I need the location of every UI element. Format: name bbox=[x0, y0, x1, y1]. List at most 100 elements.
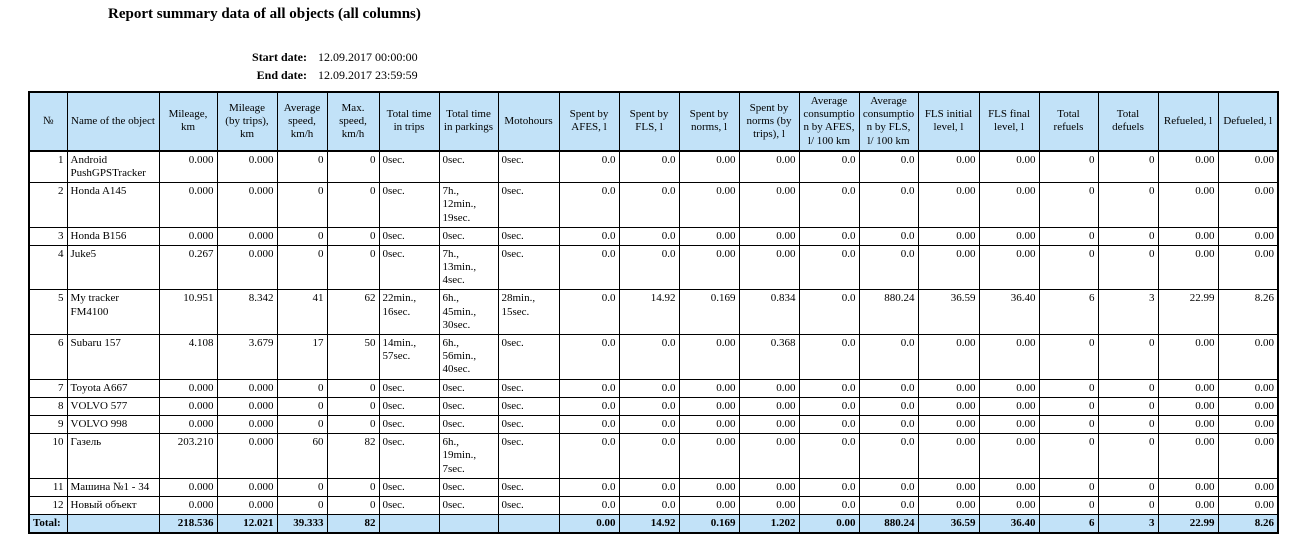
column-header-20: Defueled, l bbox=[1217, 91, 1279, 152]
cell: 0.000 bbox=[216, 182, 278, 228]
cell: 0.0 bbox=[798, 433, 860, 479]
table-row: 8 VOLVO 577 0.000 0.000 0 0 0sec. 0sec. 0sec. 0.0… bbox=[28, 396, 1279, 416]
total-cell: 6 bbox=[1038, 514, 1099, 534]
cell: 0 bbox=[1097, 150, 1159, 184]
total-cell: 36.40 bbox=[978, 514, 1040, 534]
cell: 0.0 bbox=[858, 226, 919, 246]
cell: 0 bbox=[276, 182, 328, 228]
cell: 0.00 bbox=[678, 477, 740, 497]
cell: 0.00 bbox=[678, 378, 740, 398]
cell: 0.0 bbox=[558, 334, 620, 380]
cell: 0sec. bbox=[438, 414, 499, 435]
cell: 0.00 bbox=[978, 495, 1040, 516]
summary-table-body: 1 Android PushGPSTracker 0.000 0.000 0 0 0sec.… bbox=[28, 150, 1279, 516]
cell: 0.0 bbox=[798, 495, 860, 516]
cell: 0.0 bbox=[858, 244, 919, 291]
cell: 0 bbox=[1038, 244, 1099, 291]
cell: 0 bbox=[1038, 150, 1099, 184]
cell: 3 bbox=[28, 226, 68, 246]
column-header-17: Total refuels bbox=[1038, 91, 1099, 152]
cell: 0.000 bbox=[216, 150, 278, 184]
cell: 0.00 bbox=[678, 226, 740, 246]
cell: 0.0 bbox=[858, 414, 919, 435]
total-cell: 0.00 bbox=[798, 514, 860, 534]
cell: 0 bbox=[1097, 334, 1159, 380]
cell: 0sec. bbox=[497, 226, 560, 246]
cell: 880.24 bbox=[858, 289, 919, 335]
start-date-row: Start date: 12.09.2017 00:00:00 bbox=[28, 48, 1311, 66]
cell: 0 bbox=[1097, 495, 1159, 516]
cell: 0sec. bbox=[378, 433, 440, 479]
cell: 0 bbox=[276, 226, 328, 246]
cell: 0.00 bbox=[917, 433, 980, 479]
cell: 0.000 bbox=[158, 495, 218, 516]
summary-table-footer: Total: 218.536 12.021 39.333 82 0.00 14.92 0.16… bbox=[28, 514, 1279, 534]
column-header-15: FLS initial level, l bbox=[917, 91, 980, 152]
cell: 0sec. bbox=[438, 477, 499, 497]
cell: 0sec. bbox=[378, 495, 440, 516]
cell: 0.267 bbox=[158, 244, 218, 291]
cell: 0.00 bbox=[917, 334, 980, 380]
total-cell: 1.202 bbox=[738, 514, 800, 534]
end-date-value: 12.09.2017 23:59:59 bbox=[318, 68, 418, 82]
cell: 0.00 bbox=[738, 182, 800, 228]
report-page: Report summary data of all objects (all … bbox=[0, 6, 1311, 534]
column-header-19: Refueled, l bbox=[1157, 91, 1219, 152]
start-date-label: Start date: bbox=[252, 50, 307, 64]
cell: 0 bbox=[1038, 182, 1099, 228]
total-cell: 880.24 bbox=[858, 514, 919, 534]
cell: 50 bbox=[326, 334, 380, 380]
cell: 0.000 bbox=[158, 477, 218, 497]
cell: 0 bbox=[1097, 396, 1159, 416]
cell: 0 bbox=[1097, 182, 1159, 228]
cell: 0.00 bbox=[978, 182, 1040, 228]
cell: 0.0 bbox=[858, 495, 919, 516]
cell: 0.000 bbox=[158, 396, 218, 416]
cell: Juke5 bbox=[66, 244, 160, 291]
cell: 0sec. bbox=[378, 396, 440, 416]
cell: 0.368 bbox=[738, 334, 800, 380]
cell: 0 bbox=[326, 414, 380, 435]
table-row: 7 Toyota A667 0.000 0.000 0 0 0sec. 0sec. 0sec. 0… bbox=[28, 378, 1279, 398]
column-header-11: Spent by norms, l bbox=[678, 91, 740, 152]
cell: 0.0 bbox=[798, 334, 860, 380]
cell: 0 bbox=[326, 182, 380, 228]
cell: 0.0 bbox=[558, 477, 620, 497]
cell: 0.00 bbox=[917, 495, 980, 516]
cell: 0.0 bbox=[798, 414, 860, 435]
cell: 0.00 bbox=[917, 182, 980, 228]
cell: 0.00 bbox=[917, 244, 980, 291]
cell: 0.00 bbox=[738, 378, 800, 398]
cell: 0 bbox=[276, 414, 328, 435]
cell: 7h., 13min., 4sec. bbox=[438, 244, 499, 291]
cell: 0 bbox=[276, 378, 328, 398]
cell: 0 bbox=[1038, 495, 1099, 516]
cell: 0.00 bbox=[978, 244, 1040, 291]
cell: 0.0 bbox=[798, 378, 860, 398]
total-cell: 14.92 bbox=[618, 514, 680, 534]
cell: 0.00 bbox=[1157, 182, 1219, 228]
cell: 5 bbox=[28, 289, 68, 335]
cell: 4.108 bbox=[158, 334, 218, 380]
cell: 0.0 bbox=[798, 150, 860, 184]
total-cell bbox=[497, 514, 560, 534]
cell: 0.00 bbox=[1217, 396, 1279, 416]
cell: 0.000 bbox=[158, 414, 218, 435]
cell: 22.99 bbox=[1157, 289, 1219, 335]
cell: 0.000 bbox=[158, 378, 218, 398]
cell: 0sec. bbox=[497, 378, 560, 398]
cell: Subaru 157 bbox=[66, 334, 160, 380]
cell: 0.000 bbox=[216, 433, 278, 479]
cell: 2 bbox=[28, 182, 68, 228]
total-cell: 8.26 bbox=[1217, 514, 1279, 534]
total-cell: 0.00 bbox=[558, 514, 620, 534]
cell: 0 bbox=[1097, 226, 1159, 246]
cell: 0.00 bbox=[738, 226, 800, 246]
cell: 0.00 bbox=[917, 477, 980, 497]
cell: 10 bbox=[28, 433, 68, 479]
report-dates: Start date: 12.09.2017 00:00:00 End date… bbox=[28, 48, 1311, 84]
total-cell: 22.99 bbox=[1157, 514, 1219, 534]
column-header-18: Total defuels bbox=[1097, 91, 1159, 152]
cell: 28min., 15sec. bbox=[497, 289, 560, 335]
cell: 0 bbox=[1038, 378, 1099, 398]
